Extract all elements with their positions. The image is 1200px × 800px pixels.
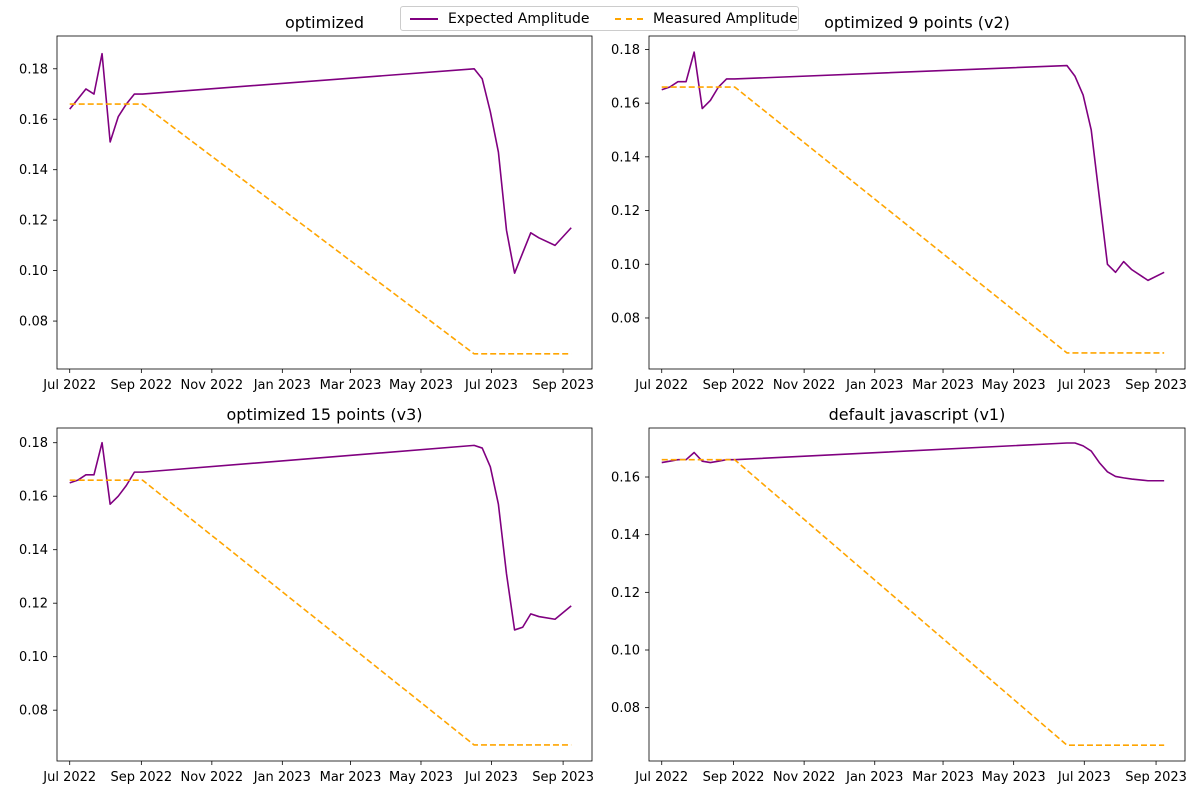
y-tick-label: 0.12 — [611, 586, 640, 601]
x-tick-label: May 2023 — [389, 378, 453, 393]
y-tick-label: 0.18 — [611, 43, 640, 58]
y-tick-label: 0.16 — [611, 471, 640, 486]
x-tick-label: Jan 2023 — [845, 770, 903, 785]
x-tick-label: Nov 2022 — [181, 378, 244, 393]
measured-amplitude-line — [69, 479, 572, 746]
x-tick-label: Mar 2023 — [912, 770, 974, 785]
x-tick-label: Nov 2022 — [181, 770, 244, 785]
legend-label-measured: Measured Amplitude — [653, 11, 798, 27]
plot-frame — [648, 427, 1186, 762]
x-tick-label: Mar 2023 — [320, 770, 382, 785]
x-tick-label: Jul 2022 — [634, 770, 688, 785]
plot-frame — [648, 35, 1186, 370]
x-tick-label: Jul 2023 — [464, 770, 518, 785]
y-tick-label: 0.08 — [611, 311, 640, 326]
x-tick-label: May 2023 — [982, 378, 1046, 393]
y-tick-label: 0.16 — [611, 97, 640, 112]
x-tick-label: Jul 2022 — [634, 378, 688, 393]
x-tick-label: Sep 2023 — [1125, 378, 1187, 393]
plot-frame — [56, 427, 593, 762]
x-tick-label: Jan 2023 — [845, 378, 903, 393]
chart-panel-1: optimized Jul 2022 Sep 2022 Nov 2022 Jan 202… — [19, 13, 594, 393]
chart-title: optimized 9 points (v2) — [824, 13, 1010, 32]
y-tick-label: 0.12 — [19, 214, 48, 229]
y-tick-label: 0.18 — [19, 436, 48, 451]
chart-title: optimized — [285, 13, 364, 32]
x-tick-label: Sep 2022 — [110, 378, 172, 393]
legend-swatch-solid-line — [410, 18, 438, 20]
measured-amplitude-line — [661, 458, 1165, 746]
x-tick-label: May 2023 — [982, 770, 1046, 785]
y-tick-label: 0.16 — [19, 490, 48, 505]
x-tick-label: Sep 2022 — [703, 378, 765, 393]
expected-amplitude-line — [661, 51, 1165, 282]
x-tick-label: Jan 2023 — [253, 770, 311, 785]
y-tick-label: 0.16 — [19, 113, 48, 128]
x-tick-label: Nov 2022 — [773, 378, 836, 393]
x-tick-label: Nov 2022 — [773, 770, 836, 785]
x-tick-label: Mar 2023 — [320, 378, 382, 393]
x-tick-label: Jul 2023 — [464, 378, 518, 393]
legend-swatch-dashed-line — [615, 18, 643, 20]
measured-amplitude-line — [661, 86, 1165, 354]
y-tick-label: 0.14 — [19, 543, 48, 558]
x-tick-label: Jan 2023 — [253, 378, 311, 393]
expected-amplitude-line — [661, 442, 1165, 482]
x-tick-label: Jul 2022 — [42, 770, 96, 785]
expected-amplitude-line — [69, 52, 572, 274]
y-tick-label: 0.10 — [611, 644, 640, 659]
chart-title: default javascript (v1) — [829, 405, 1006, 424]
y-tick-label: 0.08 — [19, 704, 48, 719]
x-tick-label: Sep 2022 — [110, 770, 172, 785]
y-tick-label: 0.10 — [611, 258, 640, 273]
chart-title: optimized 15 points (v3) — [227, 405, 423, 424]
x-tick-label: Sep 2023 — [1125, 770, 1187, 785]
y-tick-label: 0.14 — [19, 163, 48, 178]
y-tick-label: 0.10 — [19, 650, 48, 665]
x-tick-label: May 2023 — [389, 770, 453, 785]
y-tick-label: 0.14 — [611, 150, 640, 165]
measured-amplitude-line — [69, 103, 572, 355]
x-tick-label: Sep 2022 — [703, 770, 765, 785]
legend: Expected Amplitude Measured Amplitude — [400, 6, 799, 31]
chart-panel-2: optimized 9 points (v2) Jul 2022 Sep 2022 N… — [611, 13, 1187, 393]
x-tick-label: Sep 2023 — [532, 378, 594, 393]
x-tick-label: Sep 2023 — [532, 770, 594, 785]
y-tick-label: 0.08 — [19, 315, 48, 330]
y-tick-label: 0.08 — [611, 701, 640, 716]
y-tick-label: 0.14 — [611, 528, 640, 543]
x-tick-label: Jul 2022 — [42, 378, 96, 393]
legend-label-expected: Expected Amplitude — [448, 11, 590, 27]
plot-frame — [56, 35, 593, 370]
y-tick-label: 0.18 — [19, 62, 48, 77]
y-tick-label: 0.12 — [19, 597, 48, 612]
x-tick-label: Jul 2023 — [1057, 378, 1111, 393]
y-tick-label: 0.10 — [19, 264, 48, 279]
chart-panel-3: optimized 15 points (v3) Jul 2022 Sep 2022… — [19, 405, 594, 785]
x-tick-label: Mar 2023 — [912, 378, 974, 393]
x-tick-label: Jul 2023 — [1057, 770, 1111, 785]
y-tick-label: 0.12 — [611, 204, 640, 219]
chart-panel-4: default javascript (v1) Jul 2022 Sep 2022 N… — [611, 405, 1187, 785]
expected-amplitude-line — [69, 441, 572, 631]
